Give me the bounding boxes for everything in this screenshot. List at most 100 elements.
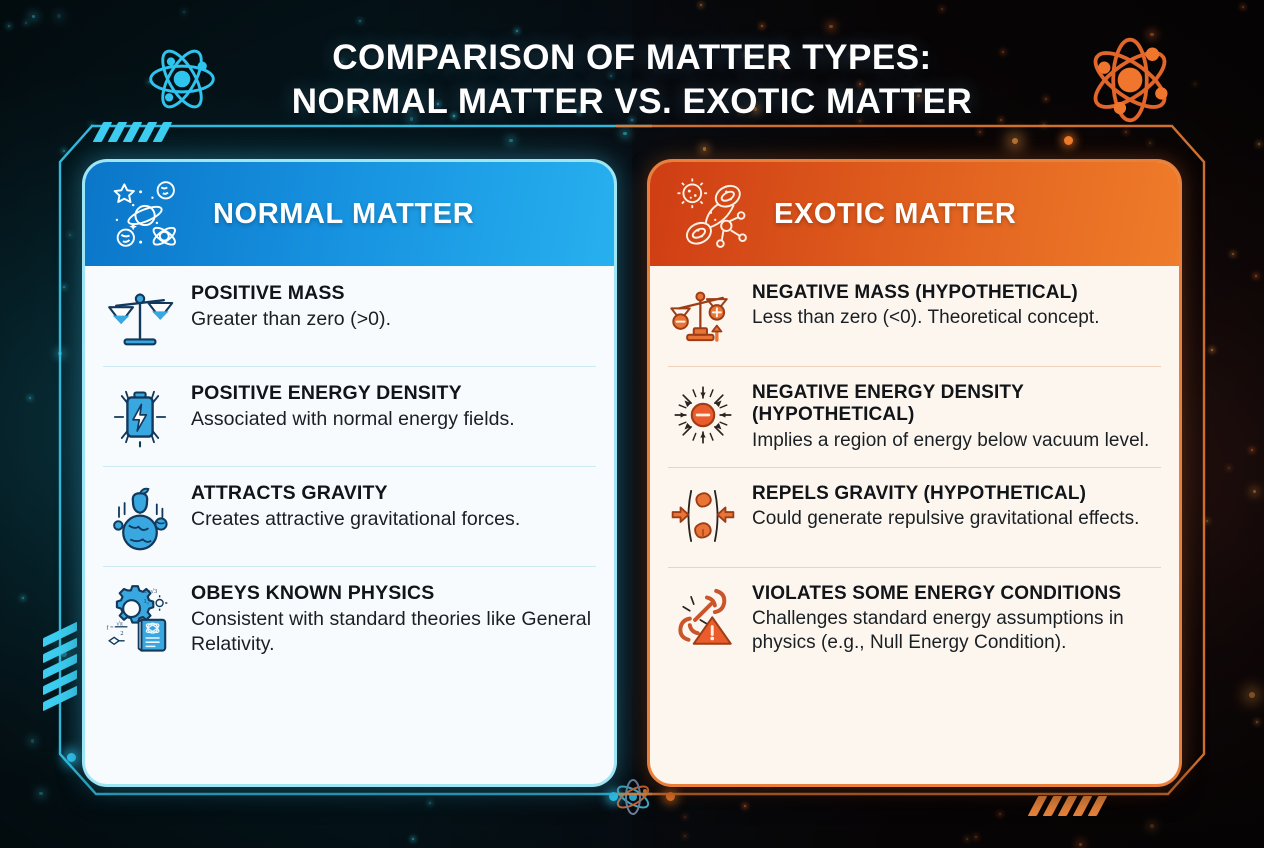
star: [1227, 467, 1230, 470]
star: [57, 14, 61, 18]
row-desc: Challenges standard energy assumptions i…: [752, 608, 1124, 654]
star: [1211, 348, 1214, 351]
star: [1150, 824, 1154, 828]
star: [24, 22, 27, 25]
svg-text:f =: f =: [106, 625, 114, 632]
node-dot-orange-top: [1064, 136, 1073, 145]
card-header-exotic-matter: EXOTIC MATTER: [650, 162, 1179, 266]
star: [509, 138, 513, 143]
row-title: VIOLATES SOME ENERGY CONDITIONS: [752, 582, 1122, 604]
star: [965, 838, 968, 841]
page-title-line-2: NORMAL MATTER VS. EXOTIC MATTER: [291, 82, 973, 122]
star: [39, 791, 43, 796]
row-title: POSITIVE MASS: [191, 282, 345, 304]
row-text-attracts-gravity: ATTRACTS GRAVITY Creates attractive grav…: [191, 480, 592, 532]
imploding-negative-energy-icon: [670, 382, 736, 452]
star: [760, 25, 763, 28]
star: [941, 7, 943, 10]
card-rows-normal-matter: POSITIVE MASS Greater than zero (>0).: [85, 266, 614, 674]
repulsion-arrows-icon: [670, 483, 736, 553]
star: [1252, 489, 1256, 494]
row-desc: Associated with normal energy fields.: [191, 408, 515, 430]
star: [999, 812, 1002, 815]
star: [700, 3, 703, 6]
node-dot-orange-bottom: [666, 792, 675, 801]
row-desc: Greater than zero (>0).: [191, 308, 392, 330]
svg-text:1₃: 1₃: [144, 598, 149, 605]
star: [515, 29, 518, 32]
star: [411, 837, 414, 840]
row-text-positive-mass: POSITIVE MASS Greater than zero (>0).: [191, 280, 592, 332]
row-title: NEGATIVE ENERGY DENSITY (HYPOTHETICAL): [752, 382, 1024, 426]
page-title: COMPARISON OF MATTER TYPES: NORMAL MATTE…: [0, 36, 1264, 124]
row-text-obeys-known-physics: OBEYS KNOWN PHYSICS Consistent with stan…: [191, 580, 592, 656]
row-obeys-known-physics: ±=√3 1₃ f = √π 2: [85, 566, 614, 670]
card-header-label-normal: NORMAL MATTER: [213, 197, 475, 230]
row-repels-gravity: REPELS GRAVITY (HYPOTHETICAL) Could gene…: [650, 466, 1179, 567]
gear-formula-book-icon: ±=√3 1₃ f = √π 2: [105, 582, 175, 652]
star: [1149, 142, 1152, 145]
star: [28, 397, 31, 399]
star: [829, 24, 833, 29]
star: [69, 234, 72, 236]
negative-balance-scale-icon: [670, 282, 736, 352]
row-positive-energy-density: POSITIVE ENERGY DENSITY Associated with …: [85, 366, 614, 466]
page-title-line-1: COMPARISON OF MATTER TYPES:: [332, 38, 932, 77]
wormhole-particles-icon: [676, 177, 750, 251]
star: [1254, 274, 1257, 277]
stripes-bottom-right: [1027, 796, 1108, 816]
star: [1258, 143, 1260, 146]
star: [8, 24, 10, 27]
broken-chain-warning-icon: [670, 583, 736, 653]
star: [1078, 842, 1083, 847]
star: [623, 131, 627, 135]
star: [1241, 6, 1244, 8]
star: [702, 147, 707, 151]
row-title: POSITIVE ENERGY DENSITY: [191, 382, 462, 404]
row-positive-mass: POSITIVE MASS Greater than zero (>0).: [85, 266, 614, 366]
row-text-repels-gravity: REPELS GRAVITY (HYPOTHETICAL) Could gene…: [752, 481, 1157, 531]
star: [183, 11, 186, 14]
row-negative-energy-density: NEGATIVE ENERGY DENSITY (HYPOTHETICAL) I…: [650, 366, 1179, 467]
star: [683, 835, 686, 837]
star: [684, 815, 686, 818]
card-normal-matter: NORMAL MATTER: [85, 162, 614, 784]
star: [1012, 138, 1019, 145]
svg-text:±=√3: ±=√3: [144, 588, 158, 595]
card-header-label-exotic: EXOTIC MATTER: [774, 197, 1017, 230]
star: [744, 805, 746, 808]
row-violates-energy-conditions: VIOLATES SOME ENERGY CONDITIONS Challeng…: [650, 566, 1179, 669]
balance-scale-icon: [105, 282, 175, 352]
star: [1232, 253, 1234, 255]
star: [359, 20, 362, 23]
row-negative-mass: NEGATIVE MASS (HYPOTHETICAL) Less than z…: [650, 266, 1179, 366]
stripes-left-edge: [43, 621, 77, 712]
star: [58, 351, 62, 355]
star: [1205, 519, 1208, 522]
card-exotic-matter: EXOTIC MATTER: [650, 162, 1179, 784]
star: [1256, 721, 1259, 724]
row-desc: Implies a region of energy below vacuum …: [752, 429, 1150, 451]
row-text-negative-mass: NEGATIVE MASS (HYPOTHETICAL) Less than z…: [752, 280, 1157, 330]
row-desc: Less than zero (<0). Theoretical concept…: [752, 307, 1100, 329]
stripes-top-left: [92, 122, 173, 142]
card-header-normal-matter: NORMAL MATTER: [85, 162, 614, 266]
star: [1251, 449, 1253, 452]
star: [975, 835, 978, 838]
star: [428, 801, 431, 804]
svg-text:2: 2: [120, 630, 123, 637]
row-desc: Creates attractive gravitational forces.: [191, 508, 521, 530]
star: [1248, 692, 1255, 699]
row-desc: Consistent with standard theories like G…: [191, 608, 592, 655]
star: [30, 739, 35, 743]
card-rows-exotic-matter: NEGATIVE MASS (HYPOTHETICAL) Less than z…: [650, 266, 1179, 673]
svg-text:√π: √π: [116, 620, 123, 627]
star: [22, 596, 24, 599]
star: [1125, 130, 1128, 133]
row-text-positive-energy-density: POSITIVE ENERGY DENSITY Associated with …: [191, 380, 592, 432]
row-title: ATTRACTS GRAVITY: [191, 482, 388, 504]
row-title: NEGATIVE MASS (HYPOTHETICAL): [752, 282, 1078, 303]
star: [63, 286, 65, 289]
row-text-violates-energy-conditions: VIOLATES SOME ENERGY CONDITIONS Challeng…: [752, 581, 1157, 655]
